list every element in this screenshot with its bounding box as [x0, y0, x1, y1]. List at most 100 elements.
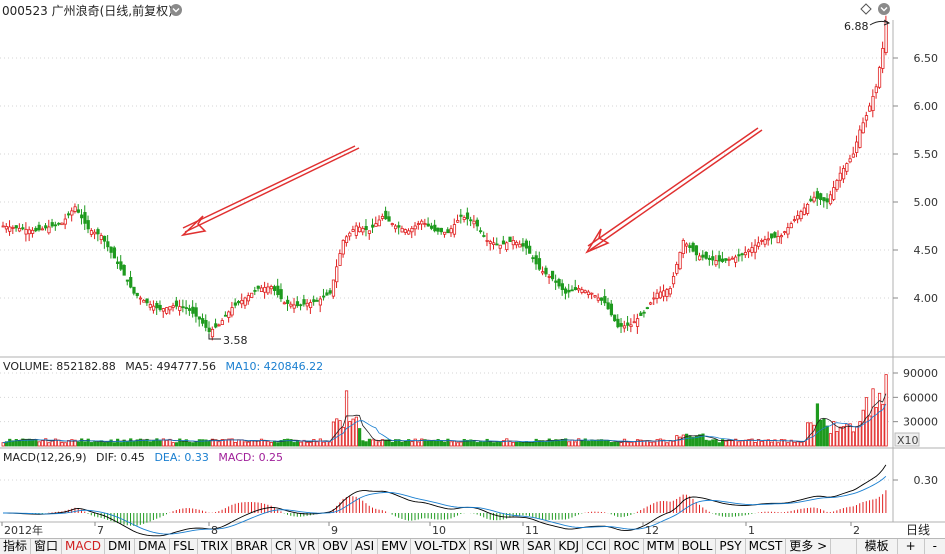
- indicator-tab[interactable]: ROC: [610, 539, 644, 554]
- volume-bar: [393, 439, 398, 447]
- annotation-arrow-right: [585, 127, 763, 254]
- candle-body: [462, 217, 466, 220]
- volume-bar: [187, 441, 192, 447]
- indicator-tab[interactable]: SAR: [524, 539, 556, 554]
- volume-bar: [14, 439, 18, 447]
- candle-body: [573, 287, 578, 291]
- candle-body: [237, 300, 241, 304]
- volume-bar: [564, 438, 568, 447]
- volume-bar: [747, 439, 751, 447]
- indicator-tab[interactable]: WR: [497, 539, 525, 554]
- volume-bar: [698, 434, 702, 447]
- candle-body: [24, 228, 28, 235]
- volume-bar: [138, 438, 143, 447]
- candle-body: [766, 238, 770, 241]
- settings-dropdown-icon[interactable]: [170, 4, 182, 16]
- candle-body: [734, 256, 738, 263]
- macd-dea-line: [2, 475, 887, 535]
- indicator-tab[interactable]: ASI: [352, 539, 379, 554]
- candle-body: [348, 232, 352, 237]
- volume-bar: [851, 431, 856, 447]
- indicator-tab[interactable]: MCST: [746, 539, 787, 554]
- volume-bar: [227, 438, 231, 447]
- candle-body: [289, 303, 293, 307]
- indicator-tab[interactable]: 更多 >: [786, 539, 832, 554]
- indicator-tab[interactable]: DMI: [105, 539, 136, 554]
- candle-body: [485, 239, 489, 242]
- indicator-tab[interactable]: FSL: [170, 539, 198, 554]
- volume-bar: [521, 441, 525, 447]
- indicator-tab[interactable]: TRIX: [198, 539, 233, 554]
- candle-body: [446, 229, 450, 234]
- indicator-tab[interactable]: 窗口: [31, 539, 63, 554]
- candle-body: [838, 172, 842, 181]
- period-label[interactable]: 日线: [906, 523, 930, 537]
- candle-body: [380, 215, 385, 219]
- candle-body: [420, 220, 424, 225]
- volume-bar: [593, 440, 597, 447]
- volume-bar: [24, 438, 28, 447]
- candle-body: [590, 292, 594, 295]
- candle-body: [308, 302, 313, 309]
- indicator-tab[interactable]: CR: [272, 539, 296, 554]
- candle-body: [802, 207, 806, 215]
- indicator-tab[interactable]: RSI: [470, 539, 497, 554]
- volume-bar: [685, 433, 689, 447]
- volume-bar: [806, 422, 810, 447]
- volume-bar: [452, 440, 457, 447]
- indicator-tab[interactable]: DMA: [135, 539, 170, 554]
- indicator-tab-bar: 指标 窗口 MACD DMI DMA FSL TRIX BRAR CR VR OBV ASI EMV VO…: [0, 538, 945, 554]
- candle-body: [603, 296, 607, 304]
- diamond-icon[interactable]: [860, 3, 872, 15]
- candle-body: [600, 297, 604, 301]
- volume-bar: [308, 442, 313, 447]
- template-tab[interactable]: -: [923, 539, 945, 554]
- candle-body: [263, 287, 267, 293]
- indicator-tab[interactable]: PSY: [716, 539, 746, 554]
- indicator-tab[interactable]: VR: [296, 539, 320, 554]
- indicator-tab[interactable]: KDJ: [555, 539, 584, 554]
- candle-body: [815, 191, 820, 199]
- volume-bar: [724, 440, 728, 447]
- candle-body: [514, 241, 519, 246]
- indicator-tab[interactable]: BRAR: [232, 539, 273, 554]
- candle-body: [828, 194, 833, 205]
- volume-bar: [201, 439, 205, 447]
- indicator-tab[interactable]: BOLL: [679, 539, 717, 554]
- candle-body: [387, 216, 391, 222]
- volume-bar: [233, 441, 237, 447]
- candle-body: [269, 286, 273, 290]
- candle-body: [361, 227, 365, 233]
- indicator-tab[interactable]: EMV: [378, 539, 412, 554]
- candle-body: [564, 288, 568, 294]
- candle-body: [760, 239, 764, 242]
- volume-bar: [57, 439, 61, 447]
- candle-body: [83, 212, 87, 224]
- candle-body: [240, 299, 244, 305]
- template-tab[interactable]: +: [896, 539, 924, 554]
- indicator-tab[interactable]: MACD: [62, 539, 106, 554]
- volume-bar: [613, 441, 617, 447]
- candle-body: [740, 253, 744, 256]
- template-tab[interactable]: 模板: [855, 539, 897, 554]
- candle-body: [658, 291, 663, 299]
- volume-bar: [586, 441, 591, 447]
- candle-body: [858, 129, 862, 148]
- indicator-tab[interactable]: VOL-TDX: [411, 539, 471, 554]
- volume-bar: [89, 442, 94, 447]
- indicator-tab[interactable]: CCI: [583, 539, 611, 554]
- candle-body: [397, 225, 401, 228]
- indicator-tab[interactable]: OBV: [319, 539, 352, 554]
- candle-body: [472, 220, 476, 225]
- collapse-icon[interactable]: [878, 3, 890, 15]
- volume-bar: [70, 439, 74, 447]
- candle-body: [403, 229, 408, 233]
- indicator-tab[interactable]: MTM: [644, 539, 679, 554]
- volume-bar: [753, 442, 757, 447]
- volume-bar: [207, 440, 211, 447]
- volume-bar: [44, 438, 48, 447]
- price-candles: [1, 15, 888, 341]
- candle-body: [4, 226, 9, 230]
- indicator-tab[interactable]: 指标: [0, 539, 32, 554]
- candle-body: [201, 318, 205, 324]
